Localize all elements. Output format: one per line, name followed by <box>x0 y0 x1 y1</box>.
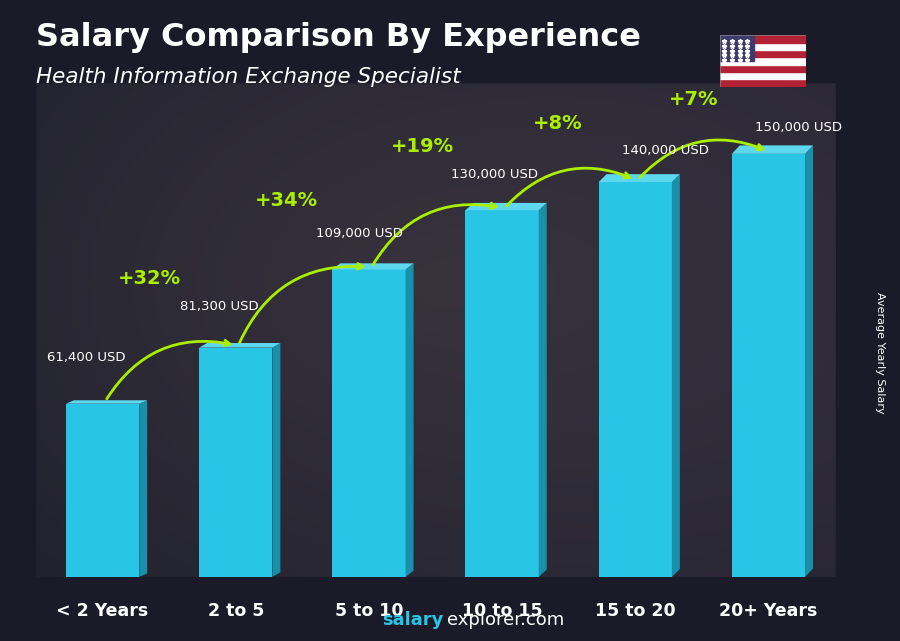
Bar <box>720 57 806 65</box>
Polygon shape <box>465 203 546 210</box>
Bar <box>720 72 806 79</box>
Text: +32%: +32% <box>118 269 181 288</box>
Text: 10 to 15: 10 to 15 <box>462 603 543 620</box>
Text: +34%: +34% <box>255 191 318 210</box>
Text: 61,400 USD: 61,400 USD <box>47 351 125 364</box>
Bar <box>720 79 806 87</box>
Text: 140,000 USD: 140,000 USD <box>622 144 709 157</box>
Polygon shape <box>332 263 413 269</box>
Text: Health Information Exchange Specialist: Health Information Exchange Specialist <box>36 67 461 87</box>
Text: 150,000 USD: 150,000 USD <box>755 121 842 134</box>
Text: 109,000 USD: 109,000 USD <box>316 227 402 240</box>
Bar <box>720 50 806 57</box>
Polygon shape <box>806 146 813 577</box>
Bar <box>720 35 754 61</box>
Text: 130,000 USD: 130,000 USD <box>452 168 538 181</box>
Bar <box>720 35 806 42</box>
Text: Average Yearly Salary: Average Yearly Salary <box>875 292 886 413</box>
Polygon shape <box>199 343 281 347</box>
Text: 5 to 10: 5 to 10 <box>335 603 403 620</box>
Polygon shape <box>672 174 680 577</box>
Text: < 2 Years: < 2 Years <box>57 603 148 620</box>
Text: +8%: +8% <box>533 113 583 133</box>
Bar <box>332 269 406 577</box>
Bar <box>199 347 273 577</box>
Text: 81,300 USD: 81,300 USD <box>180 300 258 313</box>
Polygon shape <box>273 343 281 577</box>
Polygon shape <box>66 400 148 404</box>
Polygon shape <box>140 400 148 577</box>
Polygon shape <box>406 263 413 577</box>
Text: 15 to 20: 15 to 20 <box>595 603 676 620</box>
Text: 20+ Years: 20+ Years <box>719 603 817 620</box>
Polygon shape <box>598 174 680 182</box>
Polygon shape <box>539 203 546 577</box>
Bar <box>465 210 539 577</box>
Bar <box>598 182 672 577</box>
Text: +7%: +7% <box>669 90 718 110</box>
Text: explorer.com: explorer.com <box>447 612 564 629</box>
Polygon shape <box>732 146 813 154</box>
Text: salary: salary <box>382 612 444 629</box>
Text: Salary Comparison By Experience: Salary Comparison By Experience <box>36 22 641 53</box>
Text: +19%: +19% <box>391 137 454 156</box>
Bar <box>66 404 140 577</box>
Bar <box>720 42 806 50</box>
Bar <box>720 65 806 72</box>
Text: 2 to 5: 2 to 5 <box>208 603 264 620</box>
Bar <box>732 154 806 577</box>
